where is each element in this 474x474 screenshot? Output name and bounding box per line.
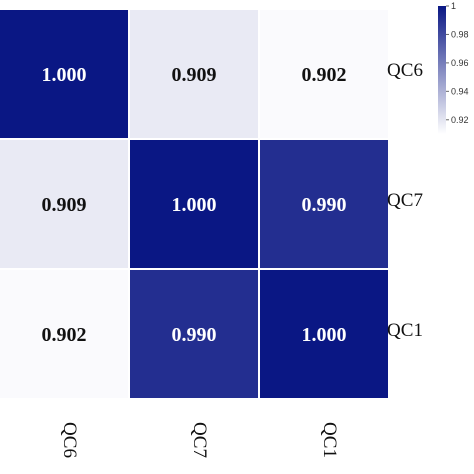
- heatmap-cell-qc7-qc6: [0, 140, 128, 268]
- heatmap-cell-qc1-qc6: [0, 270, 128, 398]
- heatmap-cell-qc6-qc1: [260, 10, 388, 138]
- cell-value-label: 0.990: [302, 194, 347, 216]
- row-labels: QC6 QC7 QC1: [387, 60, 423, 341]
- cell-value-label: 1.000: [42, 64, 87, 86]
- cell-value-label: 1.000: [172, 194, 217, 216]
- heatmap-cells: 1.000 0.909 0.902 0.909 1.000 0.990 0.902 0.990…: [0, 10, 388, 398]
- column-label-qc7: QC7: [189, 422, 210, 458]
- cell-value-label: 1.000: [302, 324, 347, 346]
- legend-tick-label: 0.96: [451, 58, 469, 68]
- row-label-qc1: QC1: [387, 320, 423, 341]
- color-scale-legend: 1 0.98 0.96 0.94 0.92: [438, 1, 469, 134]
- heatmap-cell-qc7-qc1: [260, 140, 388, 268]
- cell-value-label: 0.909: [42, 194, 87, 216]
- legend-tick-label: 0.92: [451, 115, 469, 125]
- heatmap-cell-qc6-qc7: [130, 10, 258, 138]
- column-label-qc6: QC6: [59, 422, 80, 458]
- cell-value-label: 0.902: [302, 64, 347, 86]
- legend-tick-label: 1: [451, 1, 456, 11]
- column-labels: QC6 QC7 QC1: [59, 422, 340, 458]
- heatmap-cell-qc6-qc6: [0, 10, 128, 138]
- column-label-qc1: QC1: [319, 422, 340, 458]
- legend-color-bar: [438, 6, 446, 134]
- row-label-qc7: QC7: [387, 190, 423, 211]
- heatmap-cell-qc1-qc7: [130, 270, 258, 398]
- heatmap-cell-qc1-qc1: [260, 270, 388, 398]
- heatmap-cell-qc7-qc7: [130, 140, 258, 268]
- row-label-qc6: QC6: [387, 60, 423, 81]
- legend-tick-label: 0.94: [451, 86, 469, 96]
- cell-value-label: 0.902: [42, 324, 87, 346]
- cell-value-label: 0.990: [172, 324, 217, 346]
- cell-value-label: 0.909: [172, 64, 217, 86]
- legend-tick-label: 0.98: [451, 29, 469, 39]
